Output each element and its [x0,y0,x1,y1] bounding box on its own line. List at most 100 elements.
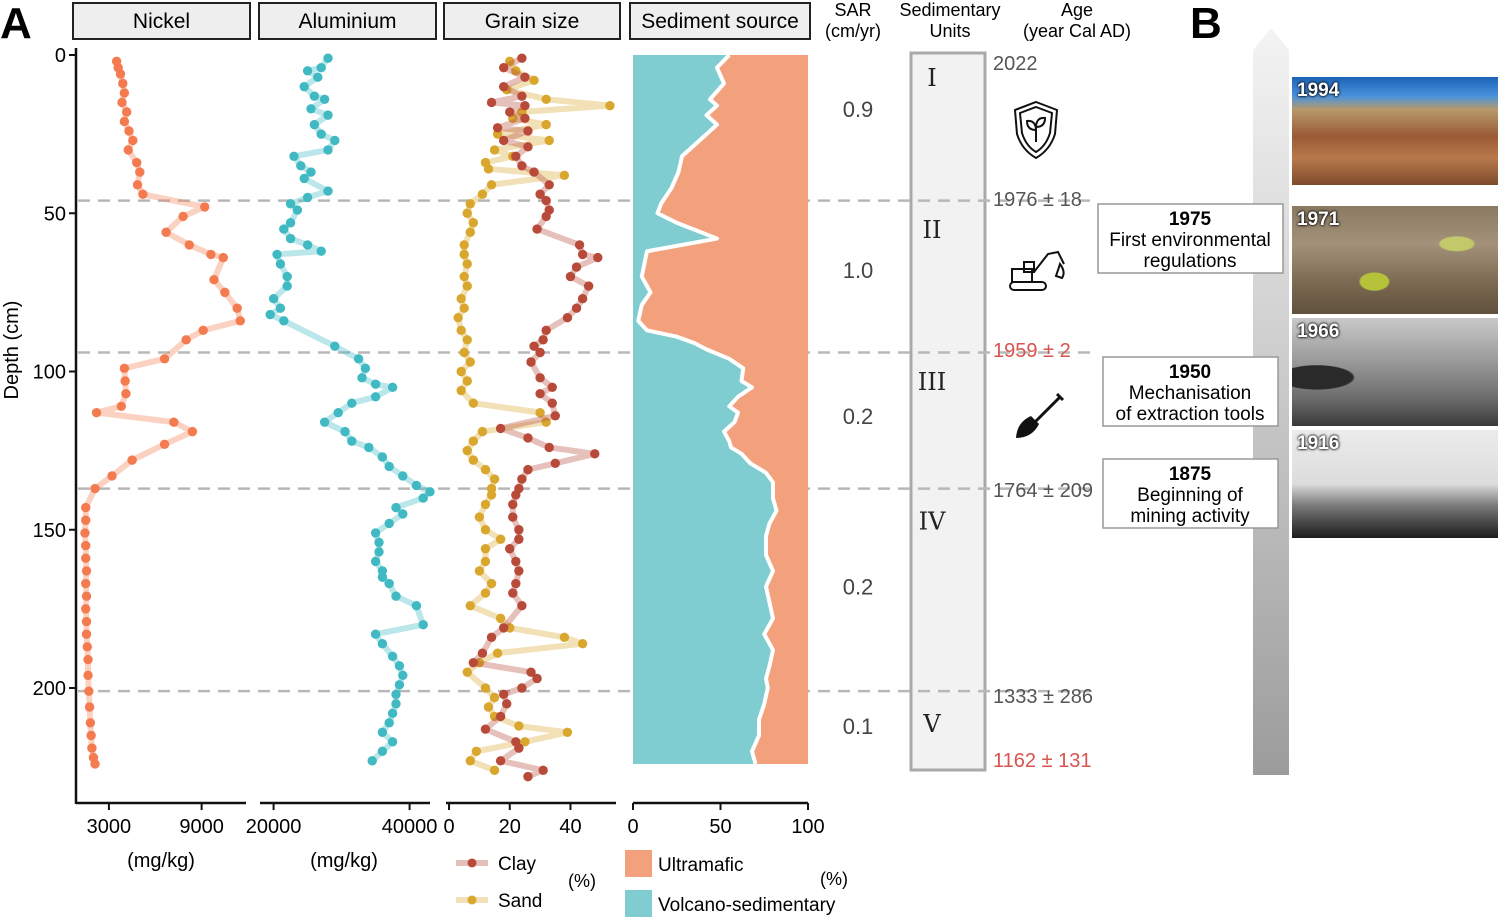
sand-point [529,75,539,86]
event-1875-year: 1875 [1169,464,1212,485]
clay-point [520,113,530,124]
nickel-point [81,604,91,614]
unit-label: I [927,64,936,92]
aluminium-point [377,452,388,462]
nickel-point [119,116,130,127]
legend-clay-marker [467,858,477,868]
sand-point [480,525,491,535]
sand-point [471,746,482,756]
nickel-point [116,401,126,412]
clay-point [535,347,545,358]
nickel-point [218,252,228,263]
legend-grain-unit: (%) [568,871,596,891]
sand-point [456,385,466,396]
aluminium-point [387,708,398,719]
sand-point [480,556,491,567]
aluminium-point [306,167,316,177]
header-age-line1: Age [1061,0,1093,20]
event-1975-line2: regulations [1144,251,1237,272]
x-tick-label: 40000 [382,816,438,838]
nickel-line [81,60,244,765]
clay-point [498,62,509,73]
age-label: 2022 [993,53,1038,75]
aluminium-point [285,199,296,209]
nickel-point [90,483,100,494]
nickel-point [184,240,194,250]
nickel-point [107,471,117,481]
age-label: 1959 ± 2 [993,340,1071,362]
aluminium-point [364,442,374,453]
clay-point [480,724,491,734]
clay-point [523,126,533,136]
aluminium-point [377,572,388,582]
nickel-point [159,354,170,364]
event-1875-line1: Beginning of [1137,485,1243,506]
aluminium-point [268,294,279,304]
sand-point [562,727,573,738]
sar-value: 1.0 [843,258,874,283]
clay-point [486,632,497,643]
clay-point [583,281,594,291]
aluminium-point [330,341,340,351]
clay-point [538,765,548,775]
clay-point [577,249,588,260]
clay-point [495,756,506,766]
clay-point [541,211,551,222]
event-1875: 1875 Beginning of mining activity [1102,458,1279,529]
sand-point [456,366,466,377]
photo-1971-year: 1971 [1297,209,1340,230]
header-sediment-source: Sediment source [629,2,811,40]
photo-1966: 1966 [1292,318,1498,426]
sand-point [459,249,469,260]
nickel-point [81,566,92,576]
nickel-point [132,157,142,168]
sand-point [468,455,479,465]
sand-point [544,135,554,146]
nickel-point [81,515,91,525]
nickel-point [120,376,130,386]
nickel-point [90,759,100,769]
depth-tick-label: 50 [44,203,66,225]
sar-value: 0.2 [843,575,874,600]
x-tick-label: 0 [627,816,638,838]
clay-point [498,135,509,146]
aluminium-point [387,737,398,747]
clay-point [511,490,521,500]
clay-point [502,699,512,709]
legend-clay-label: Clay [498,854,537,875]
aluminium-point [316,62,326,73]
clay-point [532,673,542,684]
aluminium-point [299,81,309,92]
clay-point [541,195,551,206]
shovel-icon [1016,392,1065,438]
age-label: 1976 ± 18 [993,189,1082,211]
clay-point [547,382,557,393]
nickel-point [220,287,230,298]
sand-point [489,765,500,775]
age-labels: 2022 1976 ± 18 1959 ± 2 1764 ± 209 1333 ± 28… [993,53,1093,772]
sand-point [605,100,615,111]
aluminium-point [398,670,408,681]
nickel-point [121,107,132,117]
sar-value: 0.2 [843,404,874,429]
aluminium-point [323,53,333,63]
panel-label-a: A [0,0,32,48]
aluminium-point [391,689,401,700]
clay-point [517,161,527,171]
sand-point [486,180,497,190]
header-grain-size: Grain size [443,2,621,40]
header-sar-line1: SAR [834,0,871,20]
nickel-series [80,56,245,769]
nickel-point [83,670,93,681]
aluminium-point [394,661,405,671]
photo-1994-year: 1994 [1297,80,1340,101]
depth-tick-label: 200 [33,678,66,700]
aluminium-point [384,518,394,529]
nickel-point [135,167,145,177]
nickel-point [169,417,179,427]
aluminium-point [347,436,357,446]
sand-point [492,648,503,658]
legend-volcano-label: Volcano-sedimentary [658,895,836,916]
nickel-point [200,202,210,212]
sand-point [505,56,515,67]
